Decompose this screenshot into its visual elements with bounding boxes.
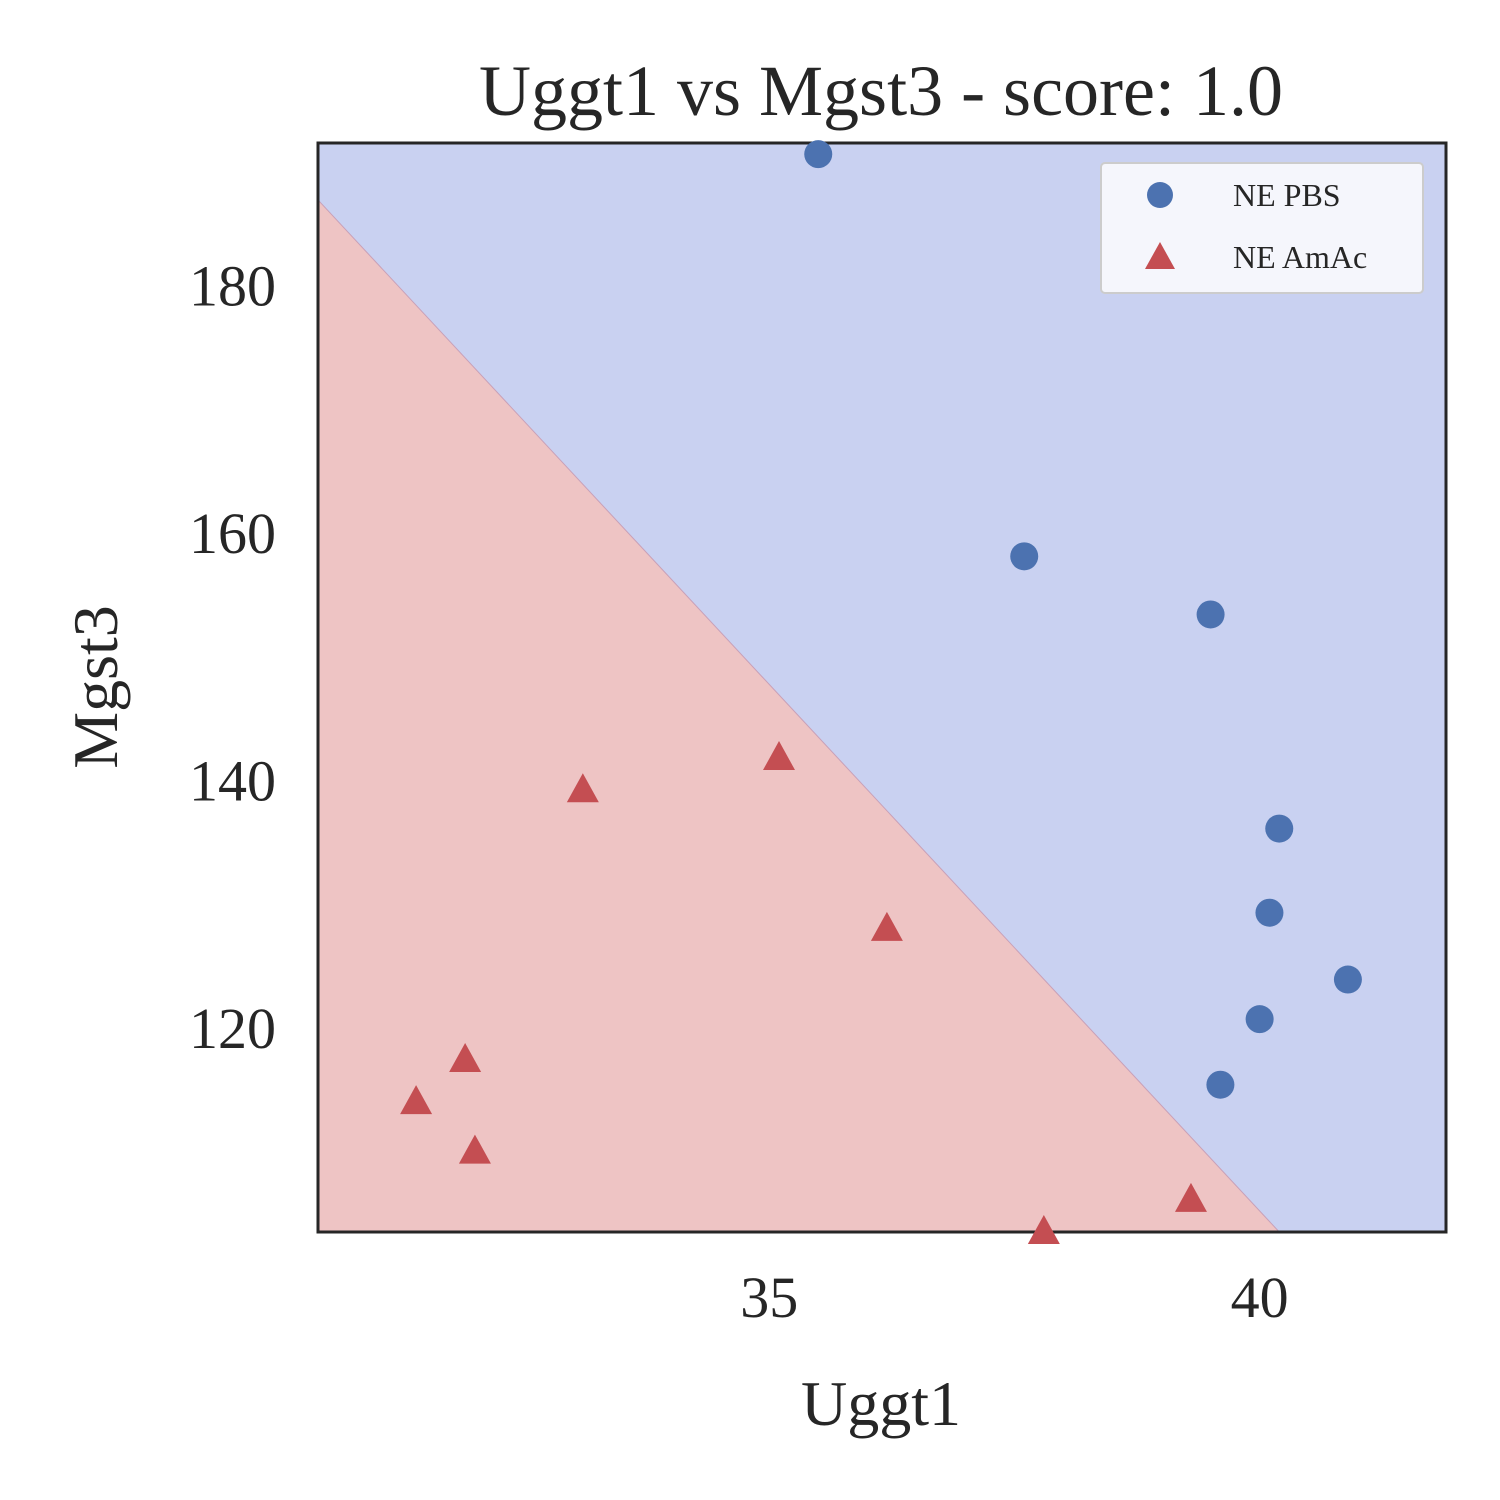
- point-ne-amac: [763, 741, 796, 771]
- axis-ticks: 35 40 120 140 160 180: [189, 253, 1289, 1330]
- point-ne-pbs: [1010, 542, 1039, 571]
- x-tick-label: 40: [1231, 1265, 1289, 1330]
- decision-regions: [317, 143, 1446, 1233]
- legend: NE PBS NE AmAc: [1100, 162, 1424, 294]
- point-ne-pbs: [1265, 814, 1294, 843]
- point-ne-pbs: [804, 140, 833, 169]
- point-ne-pbs: [1333, 965, 1362, 994]
- plot-frame: [316, 141, 1448, 1234]
- chart-title: Uggt1 vs Mgst3 - score: 1.0: [479, 51, 1283, 131]
- point-ne-amac: [1174, 1182, 1207, 1212]
- point-ne-amac: [400, 1085, 433, 1115]
- point-ne-amac: [1027, 1215, 1060, 1244]
- y-axis-label: Mgst3: [60, 605, 131, 769]
- point-ne-amac: [458, 1134, 491, 1164]
- point-ne-amac: [449, 1042, 482, 1072]
- y-tick-label: 160: [189, 501, 276, 566]
- y-tick-label: 140: [189, 748, 276, 813]
- decision-boundary-line: [317, 199, 1280, 1233]
- point-ne-pbs: [1245, 1005, 1274, 1034]
- region-ne-pbs: [318, 143, 1446, 1232]
- y-tick-label: 180: [189, 253, 276, 318]
- legend-marker-ne-amac: [1145, 242, 1175, 269]
- legend-label: NE PBS: [1233, 177, 1341, 213]
- legend-marker-ne-pbs: [1147, 182, 1173, 208]
- x-axis-label: Uggt1: [801, 1368, 961, 1439]
- x-tick-label: 35: [740, 1265, 798, 1330]
- point-ne-pbs: [1196, 600, 1225, 629]
- legend-box: [1100, 162, 1424, 294]
- y-tick-label: 120: [189, 996, 276, 1061]
- legend-label: NE AmAc: [1233, 239, 1367, 275]
- point-ne-pbs: [1206, 1070, 1235, 1099]
- point-ne-pbs: [1255, 898, 1284, 927]
- data-points: [400, 140, 1362, 1244]
- point-ne-amac: [870, 911, 903, 941]
- point-ne-amac: [566, 773, 599, 803]
